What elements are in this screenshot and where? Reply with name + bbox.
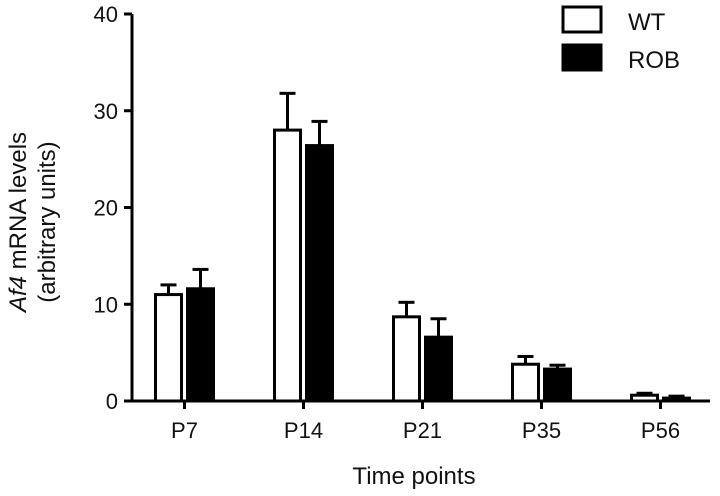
x-tick-label-p7: P7 (171, 418, 198, 443)
bar-p7-wt (154, 293, 183, 403)
legend-label-wt: WT (628, 9, 666, 36)
x-tick-label-p56: P56 (641, 418, 680, 443)
bars-layer (154, 91, 691, 403)
x-tick-label-p35: P35 (522, 418, 561, 443)
x-tick-label-p14: P14 (284, 418, 323, 443)
y-tick-label-30: 30 (94, 99, 118, 124)
x-tick-label-p21: P21 (403, 418, 442, 443)
y-tick-label-10: 10 (94, 292, 118, 317)
legend-swatch-rob (561, 43, 603, 72)
y-axis-title-rest: mRNA levels (5, 132, 32, 276)
bar-p14-rob (305, 144, 334, 403)
y-tick-label-0: 0 (106, 389, 118, 414)
axes-layer: 0 10 20 30 40 P7 P14 P21 P35 P56 (94, 2, 710, 443)
bar-p21-rob (424, 335, 453, 403)
legend: WT ROB (561, 5, 680, 74)
y-axis-title-italic: Af4 (5, 276, 32, 314)
bar-p7-rob (186, 287, 215, 403)
bar-p35-wt (511, 362, 540, 403)
x-axis-title: Time points (352, 463, 475, 490)
bar-p21-wt (392, 315, 421, 403)
bar-p14-wt (273, 128, 302, 403)
y-tick-label-20: 20 (94, 196, 118, 221)
y-axis-title-line2: (arbitrary units) (34, 141, 61, 302)
svg-text:Af4 mRNA levels: Af4 mRNA levels (5, 132, 32, 314)
legend-swatch-wt (561, 5, 603, 34)
y-tick-label-40: 40 (94, 2, 118, 27)
legend-label-rob: ROB (628, 47, 680, 74)
y-axis-title: Af4 mRNA levels (arbitrary units) (5, 132, 61, 314)
bar-p35-rob (543, 367, 572, 403)
